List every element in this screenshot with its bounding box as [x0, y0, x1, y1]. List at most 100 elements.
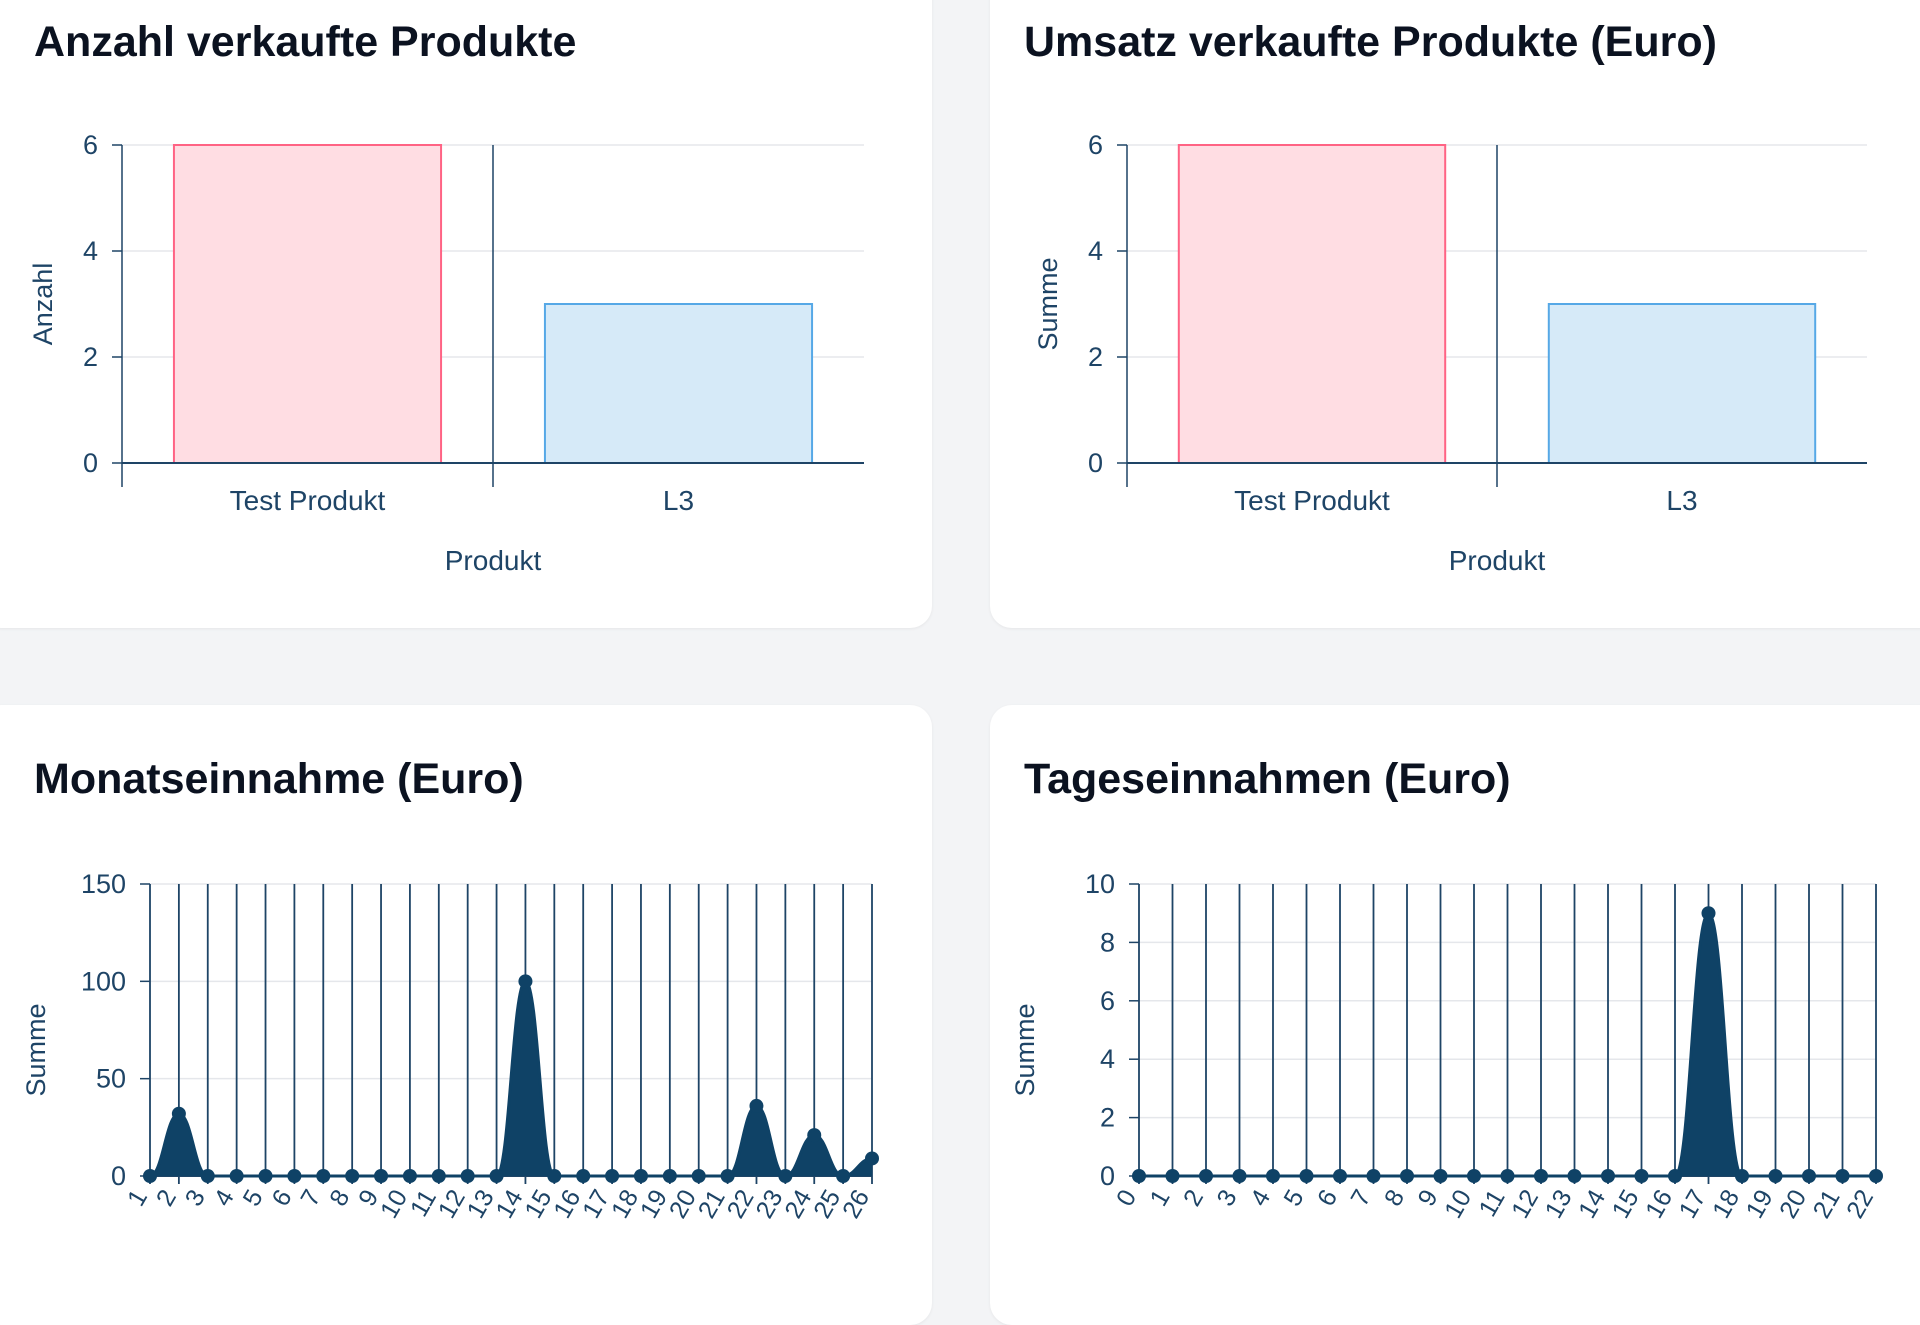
data-point [1835, 1169, 1850, 1183]
y-tick-label: 4 [1100, 1044, 1115, 1074]
card-title-daily: Tageseinnahmen (Euro) [1024, 755, 1511, 803]
y-tick-label: 4 [83, 236, 98, 266]
area-fill [1139, 913, 1876, 1176]
y-axis-label: Summe [1033, 257, 1063, 350]
data-point [171, 1106, 186, 1121]
data-point [258, 1169, 273, 1183]
data-point [402, 1169, 417, 1183]
y-axis-label: Summe [21, 1003, 51, 1096]
data-point [749, 1098, 764, 1113]
card-daily: Tageseinnahmen (Euro) [990, 705, 1920, 1325]
x-tick-label: 1 [1144, 1185, 1175, 1211]
y-tick-label: 6 [1100, 986, 1115, 1016]
data-point [720, 1169, 735, 1183]
y-tick-label: 2 [1088, 342, 1103, 372]
data-point [345, 1169, 360, 1183]
chart-monthly: 0501001501234567891011121314151617181920… [21, 869, 879, 1223]
data-point [1232, 1169, 1247, 1183]
card-title-sold-count: Anzahl verkaufte Produkte [34, 18, 577, 66]
x-axis-label: Produkt [445, 545, 542, 576]
data-point [1634, 1169, 1649, 1183]
x-tick-label: 14 [1573, 1185, 1611, 1223]
data-point [1299, 1169, 1314, 1183]
x-tick-label: 11 [1473, 1185, 1510, 1221]
x-tick-label: 10 [1439, 1185, 1477, 1223]
y-tick-label: 2 [83, 342, 98, 372]
y-tick-label: 100 [81, 966, 126, 996]
data-point [1266, 1169, 1280, 1183]
x-tick-label: 8 [1379, 1185, 1410, 1211]
y-tick-label: 50 [96, 1064, 126, 1094]
data-point [836, 1169, 851, 1183]
bar [1177, 144, 1447, 464]
x-tick-label: 21 [1808, 1185, 1846, 1223]
x-tick-label: 15 [1607, 1185, 1645, 1223]
data-point [431, 1169, 446, 1183]
y-tick-label: 6 [1088, 130, 1103, 160]
data-point [1165, 1169, 1180, 1183]
x-tick-label: 22 [1841, 1185, 1879, 1223]
data-point [1433, 1169, 1448, 1183]
data-point [633, 1169, 648, 1183]
data-point [489, 1169, 504, 1183]
data-point [287, 1169, 302, 1183]
x-tick-label: 9 [1412, 1185, 1443, 1211]
data-point [1366, 1169, 1381, 1183]
x-tick-label: Test Produkt [230, 485, 386, 516]
bar [543, 303, 814, 464]
y-tick-label: 10 [1085, 869, 1115, 899]
data-point [1132, 1169, 1146, 1183]
x-tick-label: Test Produkt [1234, 485, 1390, 516]
chart-sold-count: 0 2 4 6 Test Produkt L3 Produkt Anzahl [28, 130, 864, 576]
data-point [547, 1169, 562, 1183]
x-tick-label: 13 [1540, 1185, 1578, 1223]
data-point [865, 1151, 879, 1166]
x-tick-label: 2 [1178, 1185, 1209, 1211]
data-point [1333, 1169, 1347, 1183]
data-point [518, 974, 533, 989]
data-point [1400, 1169, 1414, 1183]
data-point [460, 1169, 475, 1183]
y-tick-label: 0 [83, 448, 98, 478]
data-point [1869, 1169, 1883, 1183]
data-point [374, 1169, 389, 1183]
x-tick-label: 19 [1741, 1185, 1779, 1223]
y-tick-label: 0 [1100, 1161, 1115, 1191]
data-point [1668, 1169, 1682, 1183]
data-point [1199, 1169, 1213, 1183]
y-tick-label: 8 [1100, 927, 1115, 957]
chart-sold-revenue: 0 2 4 6 Test Produkt L3 Produkt Summe [1033, 130, 1867, 576]
x-tick-label: 5 [1278, 1185, 1309, 1211]
y-tick-label: 2 [1100, 1103, 1115, 1133]
data-point [1735, 1169, 1749, 1183]
data-point [662, 1169, 677, 1183]
x-axis-label: Produkt [1449, 545, 1546, 576]
data-point [1802, 1169, 1816, 1183]
data-point [316, 1169, 331, 1183]
x-tick-label: 7 [1345, 1185, 1376, 1211]
card-title-sold-revenue: Umsatz verkaufte Produkte (Euro) [1024, 18, 1717, 66]
y-axis-label: Anzahl [28, 263, 58, 346]
x-tick-label: L3 [663, 485, 694, 516]
data-point [1467, 1169, 1481, 1183]
x-tick-label: 4 [1245, 1185, 1276, 1211]
x-tick-label: 17 [1674, 1185, 1712, 1223]
y-tick-label: 0 [111, 1161, 126, 1191]
data-point [200, 1169, 215, 1183]
data-point [1601, 1169, 1615, 1183]
y-axis-label: Summe [1010, 1003, 1040, 1096]
x-tick-label: 12 [1506, 1185, 1544, 1223]
y-tick-label: 150 [81, 869, 126, 899]
x-tick-label: 16 [1640, 1185, 1678, 1223]
data-point [778, 1169, 793, 1183]
data-point [1500, 1169, 1515, 1183]
data-point [143, 1169, 157, 1183]
card-title-monthly: Monatseinnahme (Euro) [34, 755, 524, 803]
x-tick-label: L3 [1666, 485, 1697, 516]
data-point [1701, 906, 1716, 921]
data-point [1567, 1169, 1582, 1183]
x-tick-label: 3 [1211, 1185, 1242, 1211]
data-point [1534, 1169, 1548, 1183]
x-tick-label: 6 [1312, 1185, 1343, 1211]
